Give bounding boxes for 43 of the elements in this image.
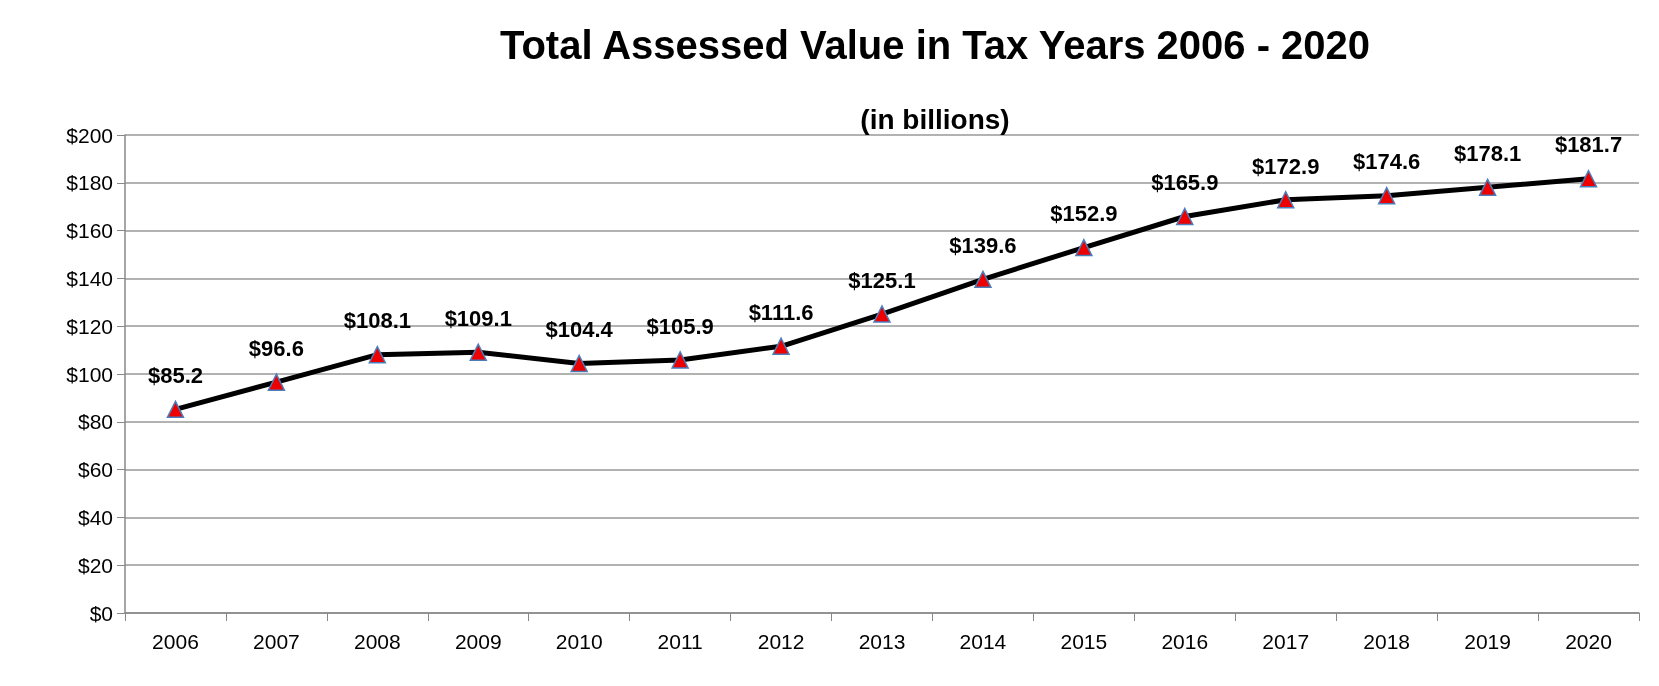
x-tick-label: 2017 [1262,630,1310,653]
data-label: $85.2 [147,363,203,389]
y-tick-label: $60 [77,458,113,482]
data-label: $172.9 [1252,153,1320,179]
x-tick-label: 2012 [757,630,805,653]
data-label: $96.6 [248,335,304,361]
x-tick-label: 2009 [454,630,502,653]
x-tick-label: 2013 [858,630,906,653]
x-tick-label: 2014 [959,630,1007,653]
x-tick-label: 2011 [657,630,703,653]
x-tick-label: 2019 [1464,630,1511,653]
data-label: $178.1 [1453,141,1522,167]
data-label: $152.9 [1050,201,1118,227]
y-tick-label: $140 [66,266,113,290]
y-tick-label: $0 [89,601,113,625]
y-tick-label: $40 [77,505,113,529]
y-tick-label: $80 [77,410,113,434]
x-tick-label: 2015 [1060,630,1108,653]
y-tick-label: $160 [66,219,113,243]
y-tick-label: $120 [66,314,113,338]
data-label: $165.9 [1151,170,1219,196]
data-label: $109.1 [444,306,512,331]
data-label: $104.4 [545,317,614,343]
x-tick-label: 2018 [1363,630,1411,653]
y-tick-label: $100 [66,362,113,386]
y-tick-label: $180 [66,171,113,195]
data-label: $125.1 [848,267,916,293]
x-tick-label: 2007 [253,630,300,653]
data-label: $111.6 [748,300,814,326]
x-tick-label: 2020 [1565,630,1612,653]
x-tick-label: 2006 [152,630,199,653]
x-tick-label: 2008 [353,630,401,653]
data-label: $181.7 [1554,132,1623,158]
x-tick-label: 2016 [1161,630,1209,653]
data-label: $139.6 [949,233,1017,259]
chart-title: Total Assessed Value in Tax Years 2006 - 2020 [499,23,1371,67]
y-tick-label: $20 [77,553,113,577]
y-tick-label: $200 [66,123,113,147]
data-label: $108.1 [343,308,411,334]
data-label: $174.6 [1353,149,1421,175]
x-tick-label: 2010 [555,630,603,653]
data-label: $105.9 [646,313,714,339]
chart-subtitle: (in billions) [860,103,1010,135]
